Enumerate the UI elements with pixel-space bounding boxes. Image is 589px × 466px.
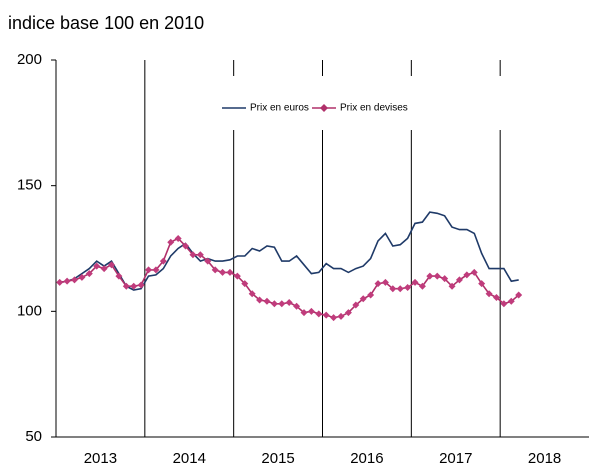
y-tick-label: 200: [17, 51, 42, 68]
legend-label: Prix en euros: [250, 103, 309, 114]
point-marker: [426, 272, 434, 280]
point-marker: [374, 280, 382, 288]
point-marker: [130, 282, 138, 290]
point-marker: [337, 312, 345, 320]
point-marker: [293, 302, 301, 310]
point-marker: [248, 290, 256, 298]
y-tick-label: 50: [25, 428, 42, 445]
point-marker: [63, 277, 71, 285]
point-marker: [145, 266, 153, 274]
point-marker: [381, 278, 389, 286]
point-marker: [307, 307, 315, 315]
point-marker: [411, 278, 419, 286]
point-marker: [367, 291, 375, 299]
point-marker: [315, 310, 323, 318]
point-marker: [352, 301, 360, 309]
point-marker: [256, 296, 264, 304]
point-marker: [115, 272, 123, 280]
legend-label: Prix en devises: [340, 103, 408, 114]
x-tick-label: 2017: [439, 450, 472, 466]
y-tick-label: 150: [17, 177, 42, 194]
x-tick-label: 2013: [84, 450, 117, 466]
point-marker: [470, 268, 478, 276]
legend-marker: [320, 104, 328, 112]
point-marker: [233, 272, 241, 280]
point-marker: [122, 282, 130, 290]
point-marker: [500, 300, 508, 308]
point-marker: [263, 297, 271, 305]
point-marker: [56, 278, 64, 286]
point-marker: [492, 294, 500, 302]
x-tick-label: 2014: [173, 450, 206, 466]
point-marker: [189, 251, 197, 259]
x-tick-label: 2018: [528, 450, 561, 466]
point-marker: [285, 299, 293, 307]
point-marker: [167, 238, 175, 246]
x-tick-label: 2015: [261, 450, 294, 466]
point-marker: [100, 265, 108, 273]
point-marker: [211, 266, 219, 274]
point-marker: [300, 309, 308, 317]
point-marker: [485, 290, 493, 298]
point-marker: [404, 283, 412, 291]
point-marker: [441, 275, 449, 283]
point-marker: [196, 251, 204, 259]
point-marker: [270, 300, 278, 308]
point-marker: [463, 271, 471, 279]
point-marker: [204, 257, 212, 265]
point-marker: [433, 272, 441, 280]
point-marker: [182, 242, 190, 250]
point-marker: [85, 270, 93, 278]
chart-title: indice base 100 en 2010: [8, 13, 204, 33]
point-marker: [241, 280, 249, 288]
point-marker: [330, 314, 338, 322]
point-marker: [359, 295, 367, 303]
point-marker: [448, 282, 456, 290]
point-marker: [507, 297, 515, 305]
y-tick-label: 100: [17, 302, 42, 319]
point-marker: [322, 311, 330, 319]
point-marker: [478, 280, 486, 288]
point-marker: [159, 257, 167, 265]
point-marker: [455, 276, 463, 284]
point-marker: [226, 268, 234, 276]
point-marker: [137, 281, 145, 289]
series-line: [59, 211, 519, 291]
legend-background: [212, 76, 502, 130]
point-marker: [389, 285, 397, 293]
point-marker: [219, 268, 227, 276]
point-marker: [78, 273, 86, 281]
point-marker: [71, 276, 79, 284]
point-marker: [418, 282, 426, 290]
point-marker: [174, 234, 182, 242]
point-marker: [344, 309, 352, 317]
point-marker: [108, 261, 116, 269]
point-marker: [396, 285, 404, 293]
point-marker: [278, 300, 286, 308]
x-tick-label: 2016: [350, 450, 383, 466]
point-marker: [515, 291, 523, 299]
point-marker: [93, 262, 101, 270]
point-marker: [152, 266, 160, 274]
